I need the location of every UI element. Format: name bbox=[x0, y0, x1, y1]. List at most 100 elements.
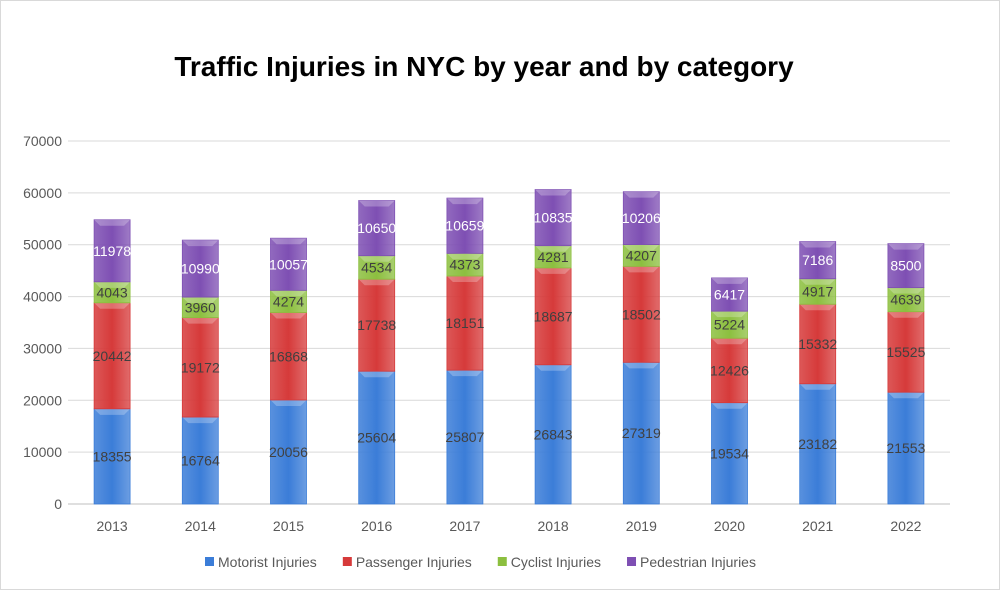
bar-segment bbox=[711, 337, 748, 404]
x-tick-label: 2015 bbox=[273, 518, 304, 534]
y-tick-label: 20000 bbox=[23, 392, 62, 408]
data-label: 10659 bbox=[445, 218, 484, 234]
x-tick-label: 2022 bbox=[890, 518, 921, 534]
bar-segment bbox=[93, 408, 131, 505]
y-tick-label: 40000 bbox=[23, 289, 62, 305]
bar-bevel bbox=[358, 255, 395, 262]
x-tick-label: 2018 bbox=[538, 518, 569, 534]
data-label: 27319 bbox=[622, 425, 661, 441]
data-label: 10990 bbox=[181, 261, 220, 277]
bar-bevel bbox=[270, 399, 307, 406]
data-label: 8500 bbox=[890, 258, 921, 274]
bar-segment bbox=[181, 416, 219, 505]
bar-segment bbox=[534, 364, 572, 505]
bar-bevel bbox=[623, 191, 660, 198]
bar-bevel bbox=[182, 417, 219, 424]
x-tick-label: 2017 bbox=[449, 518, 480, 534]
bar-segment bbox=[270, 399, 307, 505]
y-tick-label: 60000 bbox=[23, 185, 62, 201]
bar-bevel bbox=[270, 238, 307, 245]
data-label: 4373 bbox=[449, 257, 480, 273]
bar-segment bbox=[711, 277, 748, 312]
data-label: 18151 bbox=[445, 315, 484, 331]
bar-segment bbox=[358, 278, 396, 372]
y-tick-label: 30000 bbox=[23, 340, 62, 356]
bar-segment bbox=[622, 191, 660, 245]
data-label: 11978 bbox=[93, 243, 131, 259]
bar-segment bbox=[711, 310, 748, 339]
bar-bevel bbox=[446, 253, 483, 260]
bar-bevel bbox=[94, 408, 131, 415]
bar-bevel bbox=[623, 244, 660, 251]
data-label: 18502 bbox=[622, 306, 661, 322]
data-label: 6417 bbox=[714, 287, 745, 303]
bar-bevel bbox=[887, 311, 924, 318]
bar-segment bbox=[358, 370, 396, 505]
bar-segment bbox=[799, 383, 837, 505]
data-label: 25807 bbox=[445, 429, 484, 445]
x-tick-label: 2013 bbox=[97, 518, 128, 534]
x-tick-label: 2014 bbox=[185, 518, 216, 534]
bar-bevel bbox=[182, 317, 219, 324]
legend-item: Passenger Injuries bbox=[342, 554, 472, 570]
data-label: 4639 bbox=[890, 292, 921, 308]
legend-item: Motorist Injuries bbox=[205, 554, 317, 570]
data-label: 23182 bbox=[798, 436, 837, 452]
bar-bevel bbox=[535, 364, 572, 371]
data-label: 3960 bbox=[185, 299, 216, 315]
bar-bevel bbox=[887, 287, 924, 294]
data-label: 4207 bbox=[626, 247, 657, 263]
bar-segment bbox=[799, 303, 837, 385]
bar-segment bbox=[887, 243, 925, 289]
data-label: 5224 bbox=[714, 317, 745, 333]
bar-bevel bbox=[446, 370, 483, 377]
legend-label: Pedestrian Injuries bbox=[640, 554, 756, 570]
bar-bevel bbox=[94, 219, 131, 226]
bar-bevel bbox=[270, 290, 307, 297]
data-label: 17738 bbox=[357, 317, 396, 333]
bar-bevel bbox=[446, 198, 483, 205]
bar-segment bbox=[711, 402, 748, 505]
y-tick-label: 50000 bbox=[23, 237, 62, 253]
bar-bevel bbox=[799, 383, 836, 390]
data-label: 18355 bbox=[93, 448, 132, 464]
bar-bevel bbox=[711, 311, 748, 318]
bar-segment bbox=[446, 275, 484, 371]
bar-segment bbox=[887, 311, 925, 393]
data-label: 26843 bbox=[534, 426, 573, 442]
legend-swatch bbox=[205, 557, 214, 566]
x-tick-label: 2019 bbox=[626, 518, 657, 534]
bar-bevel bbox=[358, 200, 395, 207]
legend-label: Cyclist Injuries bbox=[511, 554, 601, 570]
data-label: 10206 bbox=[622, 210, 661, 226]
bar-segment bbox=[446, 369, 484, 505]
data-label: 10650 bbox=[357, 220, 396, 236]
legend-item: Cyclist Injuries bbox=[497, 554, 601, 570]
data-label: 4043 bbox=[97, 284, 128, 300]
data-label: 15332 bbox=[798, 336, 837, 352]
bar-segment bbox=[887, 391, 925, 505]
data-label: 4281 bbox=[538, 249, 569, 265]
bar-bevel bbox=[799, 241, 836, 248]
bar-bevel bbox=[94, 302, 131, 309]
bar-bevel bbox=[711, 277, 748, 284]
data-label: 20056 bbox=[269, 444, 308, 460]
bar-segment bbox=[93, 219, 131, 283]
bar-bevel bbox=[535, 267, 572, 274]
bar-bevel bbox=[711, 338, 748, 345]
y-tick-label: 10000 bbox=[23, 444, 62, 460]
x-tick-label: 2016 bbox=[361, 518, 392, 534]
bar-bevel bbox=[182, 240, 219, 247]
bar-segment bbox=[181, 317, 219, 418]
bar-segment bbox=[270, 312, 307, 401]
data-label: 19172 bbox=[181, 359, 220, 375]
data-label: 25604 bbox=[357, 430, 396, 446]
legend-swatch bbox=[342, 557, 352, 566]
bar-segment bbox=[181, 239, 219, 298]
legend-label: Passenger Injuries bbox=[356, 554, 472, 570]
y-tick-label: 70000 bbox=[23, 133, 62, 149]
bar-segment bbox=[534, 267, 572, 366]
bar-bevel bbox=[799, 278, 836, 285]
bar-bevel bbox=[711, 402, 748, 409]
data-label: 19534 bbox=[710, 445, 749, 461]
